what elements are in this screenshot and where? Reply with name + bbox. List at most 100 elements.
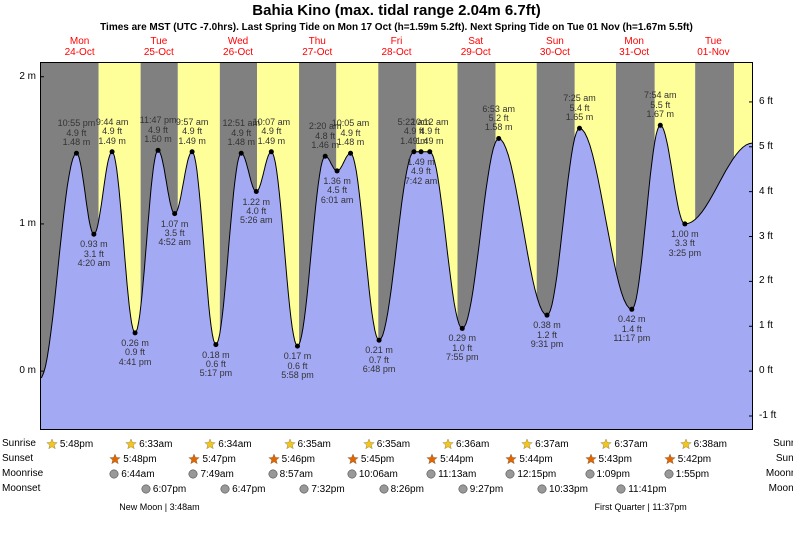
sunset-value: 5:46pm — [282, 454, 315, 465]
moonset-cell: 6:07pm — [141, 483, 186, 497]
date-header: Mon24-Oct — [50, 36, 110, 58]
sunrise-value: 6:38am — [694, 439, 727, 450]
moonrise-value: 7:49am — [200, 469, 233, 480]
date-header: Tue01-Nov — [683, 36, 743, 58]
moonset-value: 6:47pm — [232, 484, 265, 495]
date-md: 01-Nov — [697, 47, 729, 58]
sunrise-value: 6:35am — [298, 439, 331, 450]
astro-row-label: Moonset — [757, 483, 793, 494]
y-right-tick-label: 4 ft — [759, 186, 789, 197]
date-header: Tue25-Oct — [129, 36, 189, 58]
date-dow: Tue — [150, 36, 167, 47]
date-md: 28-Oct — [381, 47, 411, 58]
date-header: Sun30-Oct — [525, 36, 585, 58]
y-right-tick-label: 1 ft — [759, 320, 789, 331]
date-header: Fri28-Oct — [367, 36, 427, 58]
date-md: 29-Oct — [461, 47, 491, 58]
moonrise-cell: 1:55pm — [664, 468, 709, 482]
sunset-cell: 5:47pm — [188, 453, 235, 467]
date-dow: Thu — [309, 36, 326, 47]
moonrise-value: 8:57am — [280, 469, 313, 480]
sunrise-value: 5:48pm — [60, 439, 93, 450]
y-right-tick-label: 2 ft — [759, 275, 789, 286]
moonrise-cell: 10:06am — [347, 468, 398, 482]
moonset-cell: 10:33pm — [537, 483, 588, 497]
y-right-tick-label: 5 ft — [759, 141, 789, 152]
plot-area — [40, 62, 753, 430]
chart-subtitle: Times are MST (UTC -7.0hrs). Last Spring… — [0, 22, 793, 33]
y-right-tick-label: -1 ft — [759, 410, 789, 421]
moonrise-value: 1:09pm — [597, 469, 630, 480]
astro-row-label: Moonrise — [757, 468, 793, 479]
moonset-value: 6:07pm — [153, 484, 186, 495]
y-right-tick-label: 3 ft — [759, 231, 789, 242]
moonrise-cell: 7:49am — [188, 468, 233, 482]
date-md: 31-Oct — [619, 47, 649, 58]
astro-row-label: Sunrise — [757, 438, 793, 449]
sunset-value: 5:48pm — [123, 454, 156, 465]
sunrise-cell: 6:37am — [600, 438, 647, 452]
moonrise-value: 1:55pm — [676, 469, 709, 480]
date-header: Mon31-Oct — [604, 36, 664, 58]
sunset-value: 5:43pm — [599, 454, 632, 465]
sunset-cell: 5:48pm — [109, 453, 156, 467]
sunrise-cell: 6:37am — [521, 438, 568, 452]
sunset-value: 5:45pm — [361, 454, 394, 465]
y-right-tick-label: 0 ft — [759, 365, 789, 376]
sunset-cell: 5:44pm — [426, 453, 473, 467]
date-dow: Fri — [391, 36, 403, 47]
astro-row-label: Sunset — [2, 453, 52, 464]
moonset-cell: 11:41pm — [616, 483, 666, 497]
y-left-tick-label: 0 m — [6, 365, 36, 376]
moonrise-cell: 12:15pm — [505, 468, 556, 482]
sunrise-value: 6:34am — [218, 439, 251, 450]
sunset-cell: 5:43pm — [585, 453, 632, 467]
sunset-value: 5:47pm — [202, 454, 235, 465]
date-header: Thu27-Oct — [287, 36, 347, 58]
y-right-tick-label: 6 ft — [759, 96, 789, 107]
moonset-value: 10:33pm — [549, 484, 588, 495]
sunset-cell: 5:46pm — [268, 453, 315, 467]
y-left-tick-label: 1 m — [6, 218, 36, 229]
date-dow: Mon — [624, 36, 643, 47]
moonrise-cell: 11:13am — [426, 468, 476, 482]
date-md: 30-Oct — [540, 47, 570, 58]
date-dow: Tue — [705, 36, 722, 47]
date-dow: Sat — [468, 36, 483, 47]
sunrise-cell: 6:35am — [284, 438, 331, 452]
moonset-value: 8:26pm — [391, 484, 424, 495]
sunset-value: 5:42pm — [678, 454, 711, 465]
date-header: Sat29-Oct — [446, 36, 506, 58]
sunset-cell: 5:44pm — [505, 453, 552, 467]
sunrise-cell: 6:34am — [204, 438, 251, 452]
moonrise-cell: 1:09pm — [585, 468, 630, 482]
moonset-cell: 8:26pm — [379, 483, 424, 497]
moonrise-value: 11:13am — [438, 469, 476, 480]
moonrise-cell: 8:57am — [268, 468, 313, 482]
moon-phase-note: New Moon | 3:48am — [119, 502, 199, 512]
moonset-cell: 9:27pm — [458, 483, 503, 497]
sunrise-cell: 5:48pm — [46, 438, 93, 452]
astro-row-label: Sunrise — [2, 438, 52, 449]
date-header: Wed26-Oct — [208, 36, 268, 58]
moonrise-value: 12:15pm — [517, 469, 556, 480]
moonset-value: 7:32pm — [311, 484, 344, 495]
moonset-value: 9:27pm — [470, 484, 503, 495]
astro-row-label: Sunset — [757, 453, 793, 464]
moonrise-cell: 6:44am — [109, 468, 154, 482]
sunrise-value: 6:37am — [535, 439, 568, 450]
moonset-cell: 7:32pm — [299, 483, 344, 497]
sunrise-value: 6:37am — [614, 439, 647, 450]
date-dow: Wed — [228, 36, 248, 47]
chart-title: Bahia Kino (max. tidal range 2.04m 6.7ft… — [0, 2, 793, 19]
sunset-value: 5:44pm — [440, 454, 473, 465]
sunrise-cell: 6:35am — [363, 438, 410, 452]
sunrise-value: 6:35am — [377, 439, 410, 450]
sunrise-value: 6:33am — [139, 439, 172, 450]
sunrise-value: 6:36am — [456, 439, 489, 450]
date-md: 25-Oct — [144, 47, 174, 58]
moonrise-value: 10:06am — [359, 469, 398, 480]
sunrise-cell: 6:33am — [125, 438, 172, 452]
moonset-cell: 6:47pm — [220, 483, 265, 497]
moonset-value: 11:41pm — [628, 484, 666, 495]
